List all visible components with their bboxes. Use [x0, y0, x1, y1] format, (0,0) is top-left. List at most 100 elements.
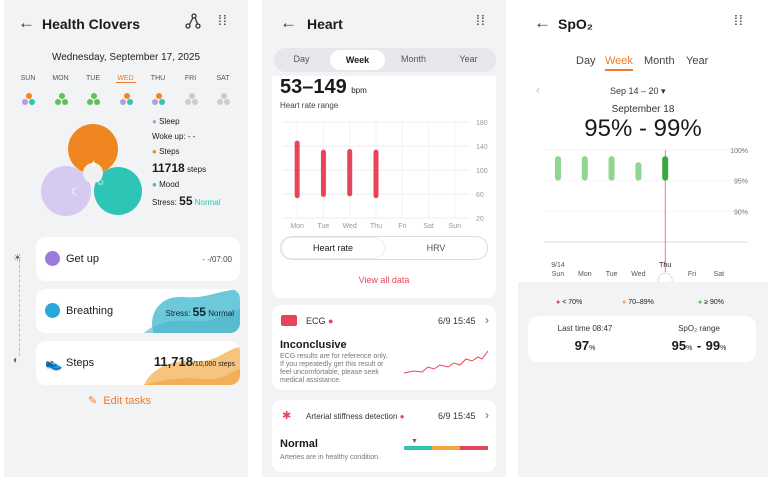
x-tick-label: Tue — [318, 223, 330, 230]
selected-value: 95% - 99% — [584, 115, 702, 142]
day-clover-icon[interactable] — [217, 93, 230, 106]
steps-legend: ● Steps — [152, 147, 180, 156]
more-icon[interactable]: ⁞⁞ — [476, 12, 486, 28]
ecg-waveform — [404, 350, 488, 374]
back-arrow-icon[interactable]: ← — [18, 13, 35, 32]
getup-label: Get up — [66, 253, 100, 265]
spo2-bottom-area — [518, 282, 768, 477]
tab-week[interactable]: Week — [605, 55, 633, 71]
arterial-title: Arterial stiffness detection ● — [306, 412, 405, 421]
week-selector[interactable]: Sep 14 – 20 ▾ — [610, 86, 666, 96]
day-label-thu[interactable]: THU — [150, 75, 166, 82]
y-tick-label: 180 — [476, 120, 488, 127]
prev-week-icon[interactable]: ‹ — [536, 83, 540, 97]
spo2-chart: 100% 95% 90% Sun Mon Tue Wed Thu Fri Sat 9/14 — [544, 148, 748, 282]
stress-legend: Stress: 55 Normal — [152, 194, 221, 208]
getup-card[interactable]: Get up - -/07:00 — [36, 237, 240, 281]
heart-bar-thu[interactable] — [373, 149, 379, 199]
back-arrow-icon[interactable]: ← — [534, 13, 551, 32]
steps-label: Steps — [66, 357, 95, 369]
y-tick-label: 90% — [734, 209, 748, 216]
edit-tasks-button[interactable]: ✎ Edit tasks — [88, 395, 152, 407]
heart-chart: 20 60 100 140 180 Mon Tue Wed Thu Fri Sat Sun — [284, 120, 488, 230]
tab-year[interactable]: Year — [459, 54, 478, 64]
back-arrow-icon[interactable]: ← — [280, 13, 297, 32]
tab-heart-rate[interactable]: Heart rate — [282, 238, 384, 258]
last-time-label: Last time 08:47 — [557, 324, 613, 333]
day-label-fri[interactable]: FRI — [184, 75, 197, 82]
day-clover-icon[interactable] — [152, 93, 165, 106]
day-clover-icon[interactable] — [87, 93, 100, 106]
moon-icon: ◐ — [13, 355, 20, 366]
heart-panel: ← Heart ⁞⁞ Day Week Month Year 53–149 bp… — [262, 0, 506, 477]
range-label: SpO₂ range — [678, 324, 720, 333]
heart-bar-tue[interactable] — [320, 149, 326, 197]
range-value: 95% - 99% — [671, 338, 727, 353]
chevron-right-icon[interactable]: › — [485, 313, 489, 327]
ecg-title: ECG ● — [306, 316, 334, 326]
x-tick-label: Sat — [423, 223, 434, 230]
legend-high: ● ≥ 90% — [698, 299, 724, 306]
getup-icon — [45, 251, 60, 266]
day-label-sat[interactable]: SAT — [216, 75, 230, 82]
clover-graphic: ✦ ☾ ☺ — [40, 118, 146, 224]
legend-low: ● < 70% — [556, 299, 583, 306]
x-tick-label: Fri — [688, 271, 697, 278]
day-clover-icon[interactable] — [184, 93, 198, 106]
spo2-bar-wed[interactable] — [635, 162, 642, 181]
breathing-label: Breathing — [66, 305, 114, 317]
tab-day[interactable]: Day — [576, 55, 596, 67]
edit-icon: ✎ — [88, 395, 98, 407]
more-icon[interactable]: ⁞⁞ — [734, 12, 744, 28]
wokeup-legend: Woke up: - - — [152, 132, 196, 141]
x-tick-label: Tue — [606, 271, 618, 278]
selection-handle[interactable] — [657, 272, 673, 282]
view-all-link[interactable]: View all data — [358, 275, 410, 285]
x-tick-label: Mon — [578, 271, 592, 278]
selected-date: September 18 — [611, 104, 675, 115]
breathing-card[interactable]: Breathing Stress: 55 Normal — [36, 289, 240, 333]
more-icon[interactable]: ⁞⁞ — [218, 12, 228, 28]
spo2-bar-thu[interactable] — [662, 156, 669, 181]
share-icon[interactable] — [185, 13, 201, 29]
heart-bar-mon[interactable] — [294, 140, 300, 199]
day-clover-icon[interactable] — [22, 93, 35, 106]
spo2-bar-sun[interactable] — [555, 156, 561, 181]
tab-month[interactable]: Month — [400, 54, 426, 64]
heart-bar-wed[interactable] — [347, 149, 353, 197]
metric-tabs: Heart rate HRV — [280, 236, 488, 260]
breathing-wave — [144, 289, 240, 333]
day-clover-icon[interactable] — [119, 93, 133, 106]
breathing-icon — [45, 303, 60, 318]
steps-icon: 👟 — [45, 355, 63, 371]
day-clover-icon[interactable] — [54, 93, 68, 106]
legend-mid: ● 70–89% — [622, 299, 654, 306]
spo2-bar-tue[interactable] — [608, 156, 615, 181]
arterial-card[interactable]: ✱ Arterial stiffness detection ● 6/9 15:… — [272, 400, 496, 472]
day-label-mon[interactable]: MON — [52, 75, 69, 82]
tab-hrv[interactable]: HRV — [426, 243, 446, 253]
day-label-wed[interactable]: WED — [115, 75, 136, 83]
page-title: Heart — [307, 16, 343, 32]
ecg-card[interactable]: ECG ● 6/9 15:45 › Inconclusive ECG resul… — [272, 305, 496, 390]
x-tick-label: Sun — [552, 271, 565, 278]
steps-card[interactable]: 👟 Steps 11,718/10,000 steps — [36, 341, 240, 385]
period-tabs: Day Week Month Year — [570, 55, 720, 75]
spo2-bar-mon[interactable] — [581, 156, 588, 181]
scale-marker-icon: ▼ — [411, 438, 418, 445]
tab-week[interactable]: Week — [330, 50, 385, 70]
y-tick-label: 100 — [476, 168, 488, 175]
tab-year[interactable]: Year — [686, 55, 709, 67]
tab-day[interactable]: Day — [293, 54, 310, 64]
chevron-right-icon[interactable]: › — [485, 408, 489, 422]
day-label-tue[interactable]: TUE — [86, 75, 100, 82]
heart-rate-card: 53–149 bpm Heart rate range 20 60 100 140 18… — [272, 76, 496, 298]
page-title: SpO₂ — [558, 16, 593, 32]
x-tick-label: Fri — [398, 223, 407, 230]
x-tick-label: Mon — [290, 223, 304, 230]
spo2-summary-card: Last time 08:47 97% SpO₂ range 95% - 99% — [528, 316, 756, 362]
day-label-sun[interactable]: SUN — [20, 75, 36, 82]
page-title: Health Clovers — [42, 16, 141, 32]
tab-month[interactable]: Month — [644, 55, 675, 67]
x-start-label: 9/14 — [551, 262, 565, 269]
